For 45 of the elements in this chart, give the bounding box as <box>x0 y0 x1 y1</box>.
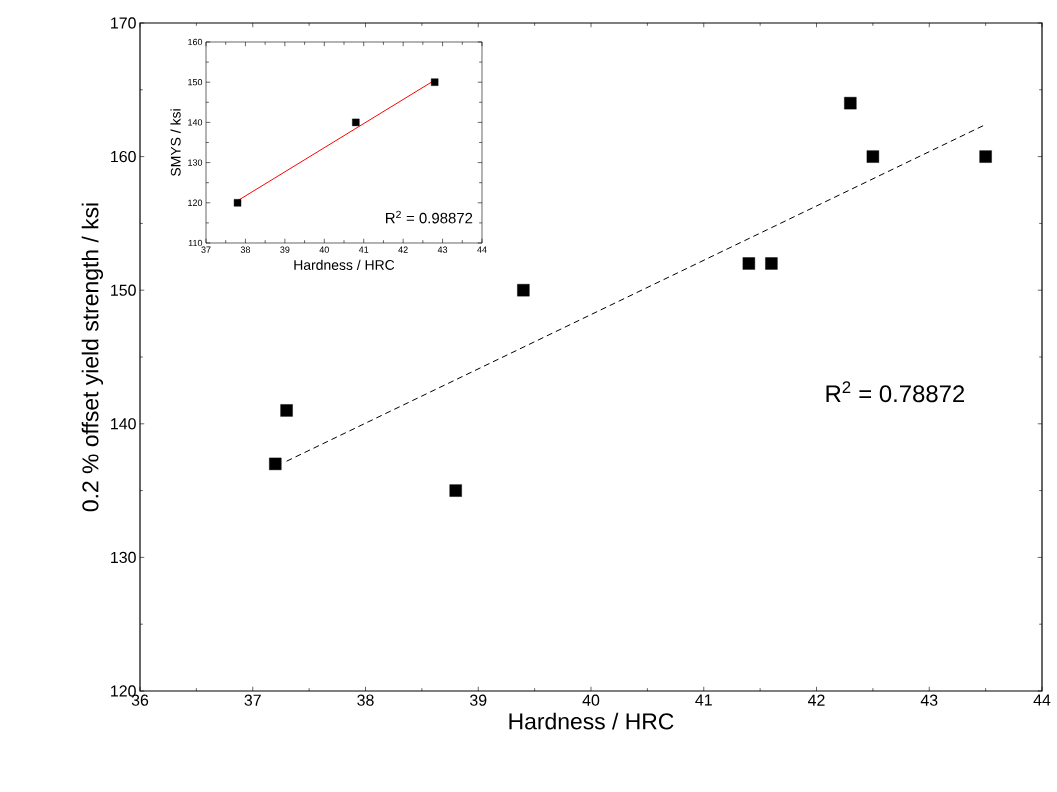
y-tick-label: 140 <box>188 119 203 126</box>
x-tick-label: 44 <box>1033 694 1051 706</box>
x-tick-label: 40 <box>319 246 329 253</box>
x-tick-label: 42 <box>398 246 408 253</box>
x-tick-label: 39 <box>470 694 487 706</box>
x-axis-title: Hardness / HRC <box>509 712 674 730</box>
y-tick-label: 150 <box>111 284 136 296</box>
y-tick-label: 130 <box>111 551 136 564</box>
annotation: R$^{2}$ = 0.78872 <box>826 381 965 403</box>
x-tick-label: 44 <box>477 246 487 253</box>
x-tick-label: 41 <box>695 694 712 706</box>
point <box>979 150 992 163</box>
y-tick-label: 130 <box>188 159 203 166</box>
y-axis-title: SMYS / ksi <box>170 109 181 176</box>
x-tick-label: 42 <box>808 694 825 706</box>
x-tick-label: 43 <box>437 246 448 253</box>
point <box>431 78 439 86</box>
y-tick-label: 120 <box>188 199 203 206</box>
annotation: R$^{2}$ = 0.98872 <box>386 210 473 224</box>
y-tick-label: 110 <box>188 239 203 247</box>
x-tick-label: 37 <box>244 694 261 706</box>
point <box>280 404 293 417</box>
x-tick-label: 40 <box>582 694 600 706</box>
y-tick-label: 150 <box>188 79 203 86</box>
point <box>449 484 462 497</box>
y-tick-label: 140 <box>111 418 136 430</box>
x-tick-label: 39 <box>280 246 290 253</box>
point <box>352 118 360 127</box>
y-axis-title: 0.2 % offset yield strength / ksi <box>81 203 104 512</box>
y-tick-label: 160 <box>188 38 203 46</box>
point <box>233 199 242 207</box>
x-axis-title: Hardness / HRC <box>294 259 395 270</box>
y-tick-label: 160 <box>111 150 136 163</box>
point <box>517 284 530 297</box>
point <box>844 96 857 110</box>
x-tick-label: 38 <box>357 694 374 706</box>
point <box>866 150 880 163</box>
y-tick-label: 170 <box>111 17 136 29</box>
point <box>742 257 756 270</box>
x-tick-label: 43 <box>920 694 938 706</box>
point <box>269 457 282 471</box>
x-tick-label: 37 <box>201 246 211 253</box>
x-tick-label: 41 <box>358 246 369 253</box>
point <box>765 257 778 270</box>
x-tick-label: 38 <box>240 246 251 253</box>
